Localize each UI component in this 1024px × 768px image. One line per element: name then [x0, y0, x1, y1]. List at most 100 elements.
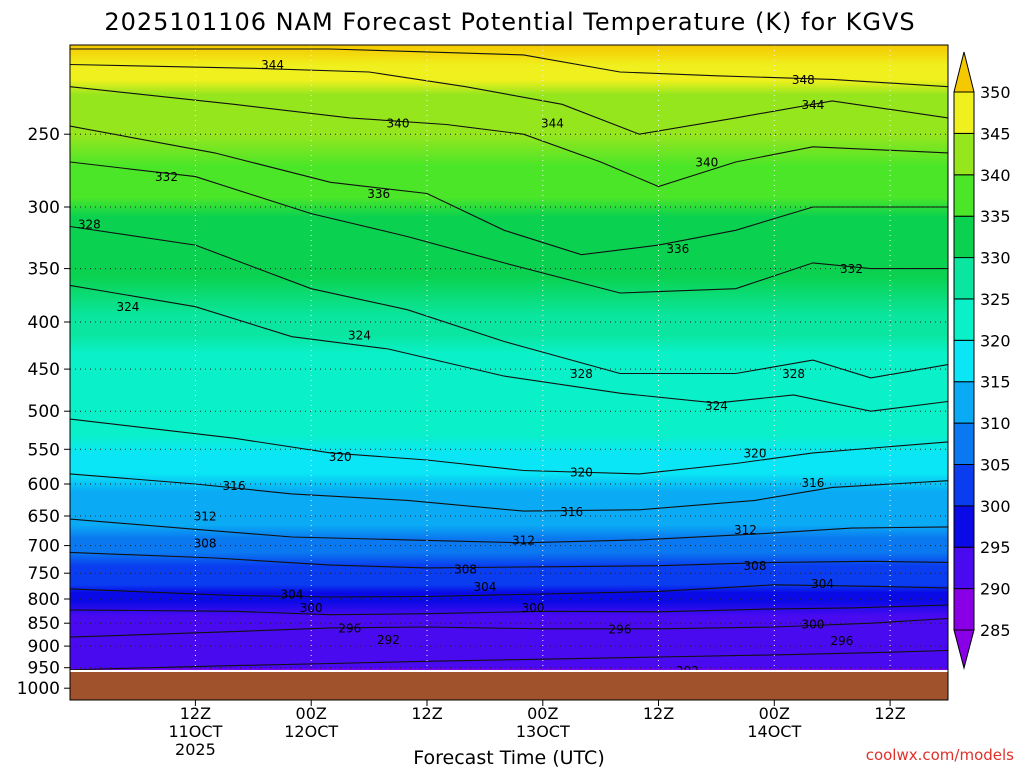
colorbar-band-285	[953, 588, 975, 631]
contour-label-text: 308	[454, 562, 477, 576]
contour-label-8: 336	[666, 242, 689, 256]
contour-label-4: 344	[541, 116, 564, 130]
y-tick-label-700: 700	[28, 537, 60, 557]
y-tick-label-750: 750	[28, 564, 60, 584]
contour-label-18: 320	[570, 465, 593, 479]
y-tick-label-450: 450	[28, 360, 60, 380]
contour-label-text: 304	[280, 588, 303, 602]
contour-label-text: 328	[782, 367, 805, 381]
colorbar: 285 290 295 300 305 310 315 320 325 330 335 340 345 3…	[953, 51, 1011, 670]
ground	[70, 672, 948, 700]
x-tick-label-6-1: 12Z	[180, 704, 211, 723]
contour-label-text: 316	[223, 479, 246, 493]
contour-label-text: 320	[329, 450, 352, 464]
y-tick-label-500: 500	[28, 402, 60, 422]
y-tick-label-250: 250	[28, 125, 60, 145]
contour-label-text: 324	[705, 399, 728, 413]
colorbar-label-315: 315	[980, 373, 1011, 392]
isentrope-292	[70, 649, 948, 670]
colorbar-band-325	[953, 257, 975, 300]
contour-label-text: 344	[261, 58, 284, 72]
contour-label-text: 336	[666, 242, 689, 256]
contour-label-24: 312	[734, 523, 757, 537]
contour-label-text: 324	[348, 328, 371, 342]
isentrope-contours	[70, 48, 948, 670]
contour-label-text: 308	[744, 559, 767, 573]
plot-frame	[69, 44, 949, 701]
colorbar-label-295: 295	[980, 538, 1011, 557]
contour-label-text: 316	[801, 476, 824, 490]
contour-label-16: 320	[329, 450, 352, 464]
contour-label-14: 328	[782, 367, 805, 381]
contour-label-12: 324	[348, 328, 371, 342]
isentrope-340	[70, 86, 948, 188]
y-tick-label-1000: 1000	[17, 679, 60, 699]
y-tick-label-850: 850	[28, 614, 60, 634]
colorbar-label-320: 320	[980, 331, 1011, 350]
colorbar-label-345: 345	[980, 124, 1011, 143]
x-tick-label-18-2: 12OCT	[284, 722, 338, 741]
contour-label-22: 312	[194, 510, 217, 524]
contour-label-text: 312	[194, 510, 217, 524]
isentrope-336	[70, 125, 948, 256]
contour-label-text: 300	[300, 601, 323, 615]
x-tick-label-42-1: 00Z	[527, 704, 558, 723]
x-tick-label-66-2: 14OCT	[747, 722, 801, 741]
contour-label-text: 348	[792, 73, 815, 87]
y-tick-label-550: 550	[28, 440, 60, 460]
colorbar-band-320	[953, 298, 975, 341]
contour-label-text: 324	[116, 300, 139, 314]
contour-label-3: 340	[387, 116, 410, 130]
x-tick-label-54-1: 12Z	[643, 704, 674, 723]
colorbar-label-350: 350	[980, 83, 1011, 102]
contour-label-text: 304	[811, 577, 834, 591]
contour-label-25: 308	[194, 536, 217, 550]
colorbar-over	[953, 51, 975, 93]
colorbar-label-325: 325	[980, 290, 1011, 309]
isentrope-332	[70, 161, 948, 294]
colorbar-under	[953, 629, 975, 670]
contour-label-text: 344	[541, 116, 564, 130]
contour-label-31: 300	[300, 601, 323, 615]
x-tick-label-78-1: 12Z	[874, 704, 905, 723]
isentrope-312	[70, 518, 948, 544]
contour-label-15: 324	[705, 399, 728, 413]
x-axis-label: Forecast Time (UTC)	[413, 747, 604, 768]
contour-label-32: 300	[522, 601, 545, 615]
y-tick-label-350: 350	[28, 260, 60, 280]
contour-label-21: 316	[560, 505, 583, 519]
colorbar-label-330: 330	[980, 249, 1011, 268]
isentrope-296	[70, 617, 948, 638]
contour-label-1: 348	[792, 73, 815, 87]
x-tick-label-42-2: 13OCT	[516, 722, 570, 741]
contour-label-0: 344	[261, 58, 284, 72]
contour-label-text: 328	[78, 218, 101, 232]
colorbar-label-285: 285	[980, 621, 1011, 640]
contour-label-text: 340	[695, 156, 718, 170]
x-tick-label-6-3: 2025	[175, 740, 216, 759]
contour-label-23: 312	[512, 533, 535, 547]
contour-label-5: 340	[695, 156, 718, 170]
contour-label-33: 300	[801, 618, 824, 632]
y-tick-label-650: 650	[28, 507, 60, 527]
contour-label-9: 328	[78, 218, 101, 232]
isentrope-308	[70, 551, 948, 569]
contour-label-text: 308	[194, 536, 217, 550]
contour-label-19: 316	[223, 479, 246, 493]
plot-area: 344 348 344 340 344 340 332 336 336 328 332 324 324 3…	[70, 45, 948, 670]
x-tick-label-30-1: 12Z	[411, 704, 442, 723]
colorbar-band-295	[953, 505, 975, 548]
contour-label-37: 292	[377, 633, 400, 647]
y-tick-label-300: 300	[28, 198, 60, 218]
contour-label-text: 296	[830, 634, 853, 648]
contour-label-text: 296	[609, 622, 632, 636]
colorbar-band-310	[953, 381, 975, 424]
contour-label-30: 304	[811, 577, 834, 591]
y-tick-label-600: 600	[28, 475, 60, 495]
contour-label-text: 300	[801, 618, 824, 632]
colorbar-band-290	[953, 546, 975, 590]
contour-label-text: 292	[377, 633, 400, 647]
contour-label-35: 296	[609, 622, 632, 636]
colorbar-band-345	[953, 91, 975, 134]
